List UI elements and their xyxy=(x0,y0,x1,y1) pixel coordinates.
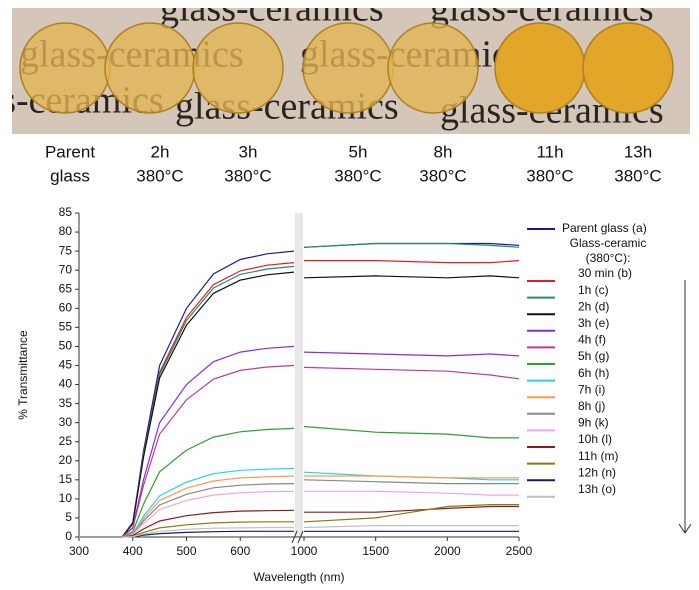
legend-subtitle: (380°C): xyxy=(586,251,631,265)
x-tick-label: 300 xyxy=(69,544,89,558)
photo: glass-ceramics glass-ceramics glass-cera… xyxy=(12,0,690,134)
sample-label: 8h xyxy=(434,142,453,161)
y-tick-label: 55 xyxy=(59,320,73,334)
sample-disc xyxy=(582,22,674,114)
y-tick-label: 10 xyxy=(59,491,73,505)
series-line xyxy=(79,364,520,538)
y-tick-label: 60 xyxy=(59,300,73,314)
legend-label: 1h (c) xyxy=(578,283,609,297)
legend-label: 7h (i) xyxy=(578,382,605,396)
x-tick-label: 2500 xyxy=(506,544,533,558)
series-line xyxy=(79,271,520,538)
sample-label: 380°C xyxy=(526,166,573,185)
y-tick-label: 45 xyxy=(59,358,73,372)
photo-text: glass-ceramics xyxy=(430,0,654,30)
x-tick-label: 2000 xyxy=(434,544,461,558)
legend-label: 3h (e) xyxy=(578,316,609,330)
x-tick-label: 1500 xyxy=(362,544,389,558)
sample-disc xyxy=(192,22,284,114)
legend-label: Parent glass (a) xyxy=(562,221,647,235)
photo-text: glass-ceramics xyxy=(160,0,384,30)
x-axis-label: Wavelength (nm) xyxy=(254,570,345,584)
legend-arrow xyxy=(678,280,692,534)
y-tick-label: 15 xyxy=(59,472,73,486)
legend-label: 6h (h) xyxy=(578,366,609,380)
sample-disc xyxy=(387,22,479,114)
x-tick-label: 600 xyxy=(230,544,250,558)
chart: 0 5 10 15 20 25 30 35 40 45 50 55 60 65 70 75 80 85 300 400… xyxy=(16,205,692,584)
legend-label: 5h (g) xyxy=(578,349,609,363)
y-tick-label: 65 xyxy=(59,281,73,295)
y-tick-label: 25 xyxy=(59,434,73,448)
sample-label: 2h xyxy=(151,142,170,161)
axis-break-band xyxy=(295,213,303,537)
sample-disc xyxy=(19,22,111,114)
sample-label: 13h xyxy=(624,142,652,161)
legend-label: 12h (n) xyxy=(578,465,616,479)
sample-disc xyxy=(104,22,196,114)
y-tick-label: 5 xyxy=(65,510,72,524)
sample-label: 380°C xyxy=(136,166,183,185)
series-line xyxy=(79,525,519,538)
x-tick-label: 1000 xyxy=(291,544,318,558)
y-tick-label: 50 xyxy=(59,339,73,353)
sample-label: Parent xyxy=(45,142,95,161)
y-tick-label: 85 xyxy=(59,205,73,219)
y-tick-label: 0 xyxy=(65,529,72,543)
sample-disc xyxy=(494,22,586,114)
sample-disc xyxy=(302,22,394,114)
x-tick-label: 400 xyxy=(123,544,143,558)
sample-label: 11h xyxy=(536,142,563,161)
y-tick-label: 70 xyxy=(59,262,73,276)
y-axis-label: % Transmittance xyxy=(16,330,30,420)
sample-discs xyxy=(19,22,674,114)
legend-label: 2h (d) xyxy=(578,299,609,313)
sample-label: 380°C xyxy=(334,166,381,185)
y-tick-label: 80 xyxy=(59,224,73,238)
legend-label: 4h (f) xyxy=(578,333,606,347)
x-tick-label: 500 xyxy=(176,544,196,558)
sample-label: 380°C xyxy=(614,166,661,185)
y-tick-label: 35 xyxy=(59,396,73,410)
sample-label: 3h xyxy=(239,142,258,161)
legend-label: 8h (j) xyxy=(578,399,605,413)
legend-label: 13h (o) xyxy=(578,482,616,496)
y-tick-label: 20 xyxy=(59,453,73,467)
sample-label: glass xyxy=(50,166,90,185)
legend-label: 11h (m) xyxy=(578,449,618,463)
sample-label: 380°C xyxy=(224,166,271,185)
legend-label: 9h (k) xyxy=(578,416,609,430)
series-line xyxy=(79,425,519,538)
sample-label: 5h xyxy=(349,142,368,161)
legend-label: 10h (l) xyxy=(578,432,612,446)
legend-label: 30 min (b) xyxy=(578,266,632,280)
legend-subtitle: Glass-ceramic xyxy=(570,236,647,250)
y-tick-label: 30 xyxy=(59,415,73,429)
axis-break-mark xyxy=(291,530,304,544)
y-tick-label: 75 xyxy=(59,243,73,257)
sample-label: 380°C xyxy=(419,166,466,185)
y-tick-label: 40 xyxy=(59,377,73,391)
